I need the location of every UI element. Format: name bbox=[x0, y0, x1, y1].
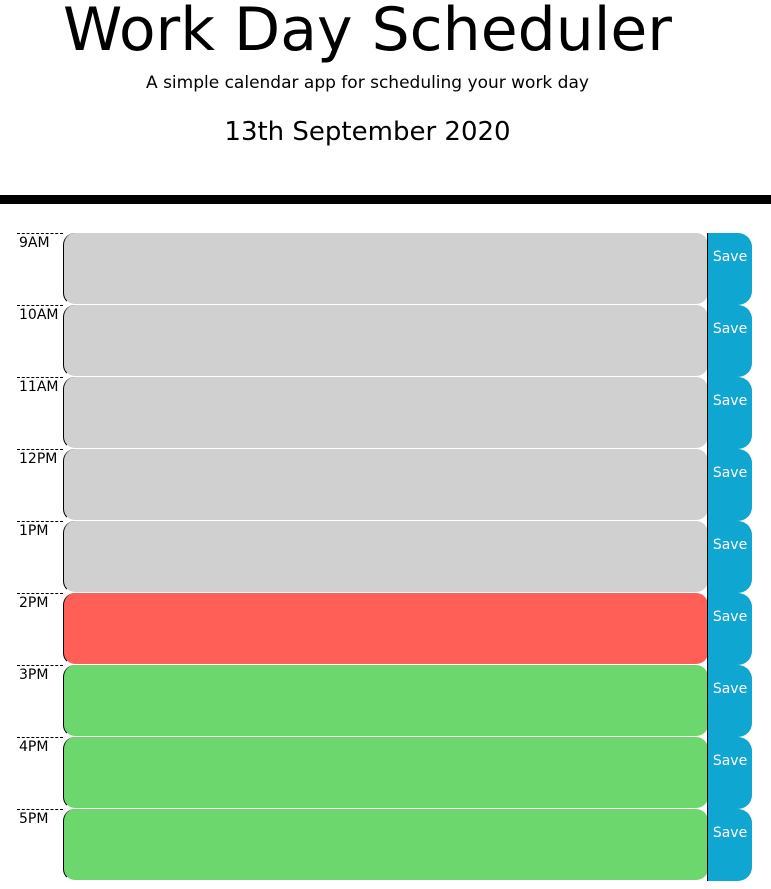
save-button-10am[interactable]: Save bbox=[707, 305, 752, 377]
save-button-5pm[interactable]: Save bbox=[707, 809, 752, 881]
time-block-12pm: 12PM Save bbox=[0, 449, 771, 521]
time-block-2pm: 2PM Save bbox=[0, 593, 771, 665]
time-block-10am: 10AM Save bbox=[0, 305, 771, 377]
page-subtitle: A simple calendar app for scheduling you… bbox=[146, 73, 589, 93]
hour-label: 1PM bbox=[17, 521, 63, 592]
timeblock-list: 9AM Save 10AM Save 11AM Save 12PM Save 1… bbox=[0, 233, 771, 881]
hour-label: 10AM bbox=[17, 305, 63, 376]
event-textarea-11am[interactable] bbox=[63, 377, 708, 449]
hour-label: 3PM bbox=[17, 665, 63, 736]
hour-label: 2PM bbox=[17, 593, 63, 664]
event-textarea-12pm[interactable] bbox=[63, 449, 708, 521]
save-button-2pm[interactable]: Save bbox=[707, 593, 752, 665]
time-block-9am: 9AM Save bbox=[0, 233, 771, 305]
hour-label: 4PM bbox=[17, 737, 63, 808]
current-date: 13th September 2020 bbox=[224, 117, 511, 147]
event-textarea-10am[interactable] bbox=[63, 305, 708, 377]
event-textarea-5pm[interactable] bbox=[63, 809, 708, 881]
event-textarea-4pm[interactable] bbox=[63, 737, 708, 809]
event-textarea-3pm[interactable] bbox=[63, 665, 708, 737]
time-block-4pm: 4PM Save bbox=[0, 737, 771, 809]
time-block-1pm: 1PM Save bbox=[0, 521, 771, 593]
save-button-1pm[interactable]: Save bbox=[707, 521, 752, 593]
hour-label: 9AM bbox=[17, 233, 63, 304]
time-block-3pm: 3PM Save bbox=[0, 665, 771, 737]
event-textarea-9am[interactable] bbox=[63, 233, 708, 305]
hour-label: 12PM bbox=[17, 449, 63, 520]
time-block-11am: 11AM Save bbox=[0, 377, 771, 449]
event-textarea-2pm[interactable] bbox=[63, 593, 708, 665]
page-title: Work Day Scheduler bbox=[63, 0, 672, 65]
hour-label: 11AM bbox=[17, 377, 63, 448]
header: Work Day Scheduler A simple calendar app… bbox=[0, 0, 771, 195]
event-textarea-1pm[interactable] bbox=[63, 521, 708, 593]
save-button-11am[interactable]: Save bbox=[707, 377, 752, 449]
hour-label: 5PM bbox=[17, 809, 63, 880]
time-block-5pm: 5PM Save bbox=[0, 809, 771, 881]
save-button-9am[interactable]: Save bbox=[707, 233, 752, 305]
save-button-3pm[interactable]: Save bbox=[707, 665, 752, 737]
save-button-12pm[interactable]: Save bbox=[707, 449, 752, 521]
header-divider bbox=[0, 195, 771, 204]
save-button-4pm[interactable]: Save bbox=[707, 737, 752, 809]
